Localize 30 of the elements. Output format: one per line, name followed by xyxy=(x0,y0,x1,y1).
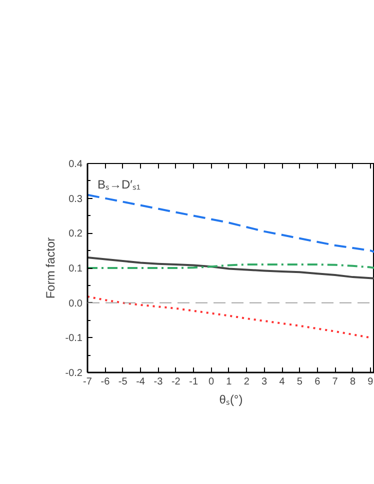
x-tick-label: -6 xyxy=(100,376,110,388)
y-tick-label: -0.2 xyxy=(65,368,83,379)
x-axis-title: θₛ(°) xyxy=(219,392,243,406)
x-tick-label: 8 xyxy=(350,376,356,388)
x-tick-label: 2 xyxy=(244,376,250,388)
line-series xyxy=(88,256,374,280)
line-series xyxy=(88,296,372,339)
x-tick-label: 4 xyxy=(279,376,286,388)
line-series xyxy=(88,194,374,253)
y-tick-label: -0.1 xyxy=(65,333,83,344)
x-tick-label: -2 xyxy=(171,376,181,388)
x-tick-label: 6 xyxy=(314,376,321,388)
x-tick-label: 9 xyxy=(368,376,374,388)
x-tick-label: 3 xyxy=(262,376,268,388)
y-tick-label: 0.4 xyxy=(68,159,83,170)
x-tick-label: 5 xyxy=(296,376,303,388)
x-tick-label: -5 xyxy=(118,376,128,388)
y-tick-label: 0.3 xyxy=(68,194,83,205)
x-tick-label: -4 xyxy=(136,376,146,388)
x-tick-label: 7 xyxy=(332,376,338,388)
y-tick-label: 0.2 xyxy=(68,228,83,240)
y-tick-label: 0.1 xyxy=(68,264,83,274)
x-tick-label: -7 xyxy=(83,376,92,388)
x-tick-label: 0 xyxy=(208,376,214,388)
x-tick-label: -1 xyxy=(189,376,198,388)
annotation: Bₛ→D′ₛ₁ xyxy=(98,178,140,192)
y-axis-title: Form factor xyxy=(43,237,58,299)
x-tick-label: -3 xyxy=(154,376,164,388)
x-tick-label: 1 xyxy=(226,376,232,388)
y-tick-label: 0.0 xyxy=(68,298,83,310)
